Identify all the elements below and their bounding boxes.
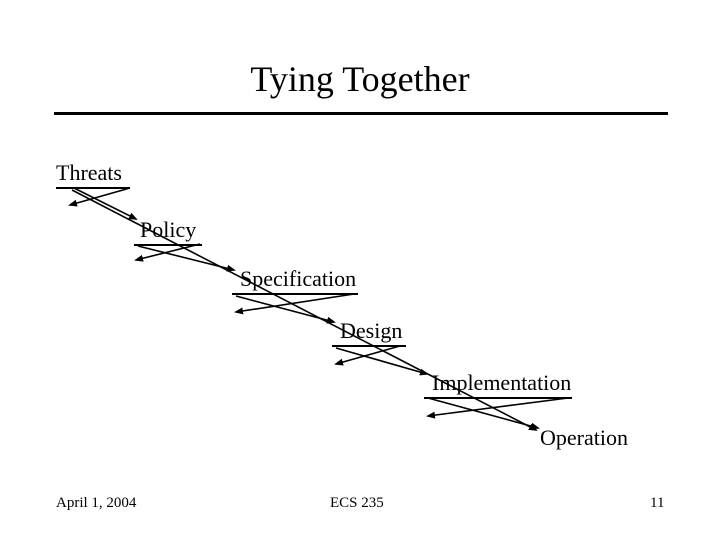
edge bbox=[428, 398, 538, 428]
node-specification-underline bbox=[232, 293, 358, 295]
edge bbox=[74, 188, 136, 219]
title-underline bbox=[54, 112, 668, 115]
node-specification: Specification bbox=[240, 266, 356, 292]
edge bbox=[138, 246, 234, 270]
edge bbox=[236, 296, 334, 322]
node-implementation: Implementation bbox=[432, 370, 571, 396]
node-implementation-underline bbox=[424, 397, 572, 399]
node-policy: Policy bbox=[140, 217, 196, 243]
node-design-underline bbox=[332, 345, 406, 347]
node-threats: Threats bbox=[56, 160, 122, 186]
footer-date: April 1, 2004 bbox=[56, 495, 136, 512]
node-design: Design bbox=[340, 318, 402, 344]
node-policy-underline bbox=[134, 244, 202, 246]
footer-page: 11 bbox=[650, 495, 664, 512]
edge bbox=[70, 188, 130, 205]
node-operation: Operation bbox=[540, 425, 628, 451]
slide-title: Tying Together bbox=[0, 58, 720, 100]
edge bbox=[136, 244, 200, 260]
edge bbox=[428, 398, 568, 416]
edge bbox=[236, 294, 354, 312]
edge bbox=[336, 348, 427, 374]
edge bbox=[336, 346, 400, 364]
node-threats-underline bbox=[56, 187, 130, 189]
footer-course: ECS 235 bbox=[330, 495, 384, 512]
